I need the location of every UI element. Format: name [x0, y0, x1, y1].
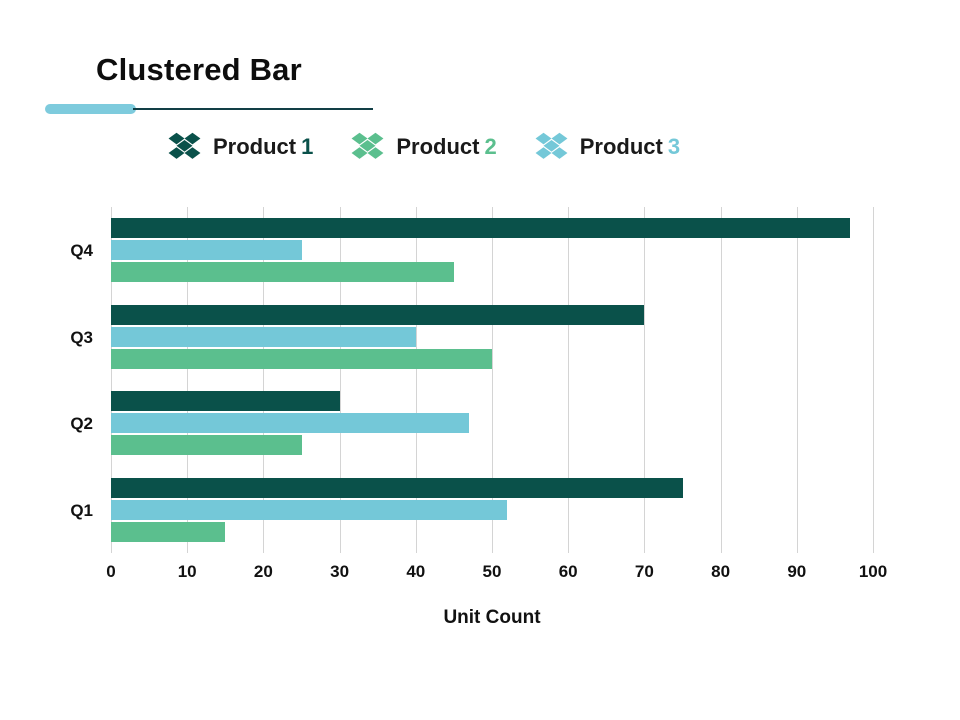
x-tick-label: 90 — [787, 562, 807, 581]
divider-line — [133, 108, 373, 110]
bar-q1-product-2[interactable] — [111, 521, 226, 542]
gridline — [415, 207, 417, 553]
x-tick-label: 0 — [106, 562, 116, 581]
bar-q4-product-3[interactable] — [111, 240, 302, 261]
plot-area: Q4 Q3 Q2 Q1 — [70, 207, 874, 553]
gridline — [568, 207, 570, 553]
gridline — [111, 207, 112, 553]
page-title: Clustered Bar — [96, 52, 302, 87]
category-label: Q3 — [70, 327, 93, 347]
x-tick-label: 50 — [482, 562, 502, 581]
x-tick-label: 80 — [711, 562, 731, 581]
x-tick-label: 60 — [558, 562, 578, 581]
gridline — [873, 207, 874, 553]
bar-q4-product-1[interactable] — [111, 218, 851, 239]
x-axis-title: Unit Count — [443, 607, 541, 628]
bar-q2-product-2[interactable] — [111, 435, 302, 456]
x-tick-label: 70 — [634, 562, 654, 581]
legend-item-number: 3 — [667, 133, 681, 159]
category-label: Q4 — [70, 241, 93, 261]
x-tick-label: 30 — [330, 562, 350, 581]
legend-item-number: 2 — [484, 133, 497, 159]
legend-item-label: Product 2 — [396, 133, 497, 159]
divider-accent-bar — [45, 104, 136, 114]
bar-cluster-q3: Q3 — [70, 304, 873, 369]
bar-cluster-q2: Q2 — [70, 391, 873, 456]
bar-q3-product-1[interactable] — [111, 304, 645, 325]
gridline — [796, 207, 798, 553]
bar-q3-product-3[interactable] — [111, 326, 416, 347]
dropbox-icon — [351, 132, 384, 159]
gridline — [644, 207, 646, 553]
gridline — [263, 207, 265, 553]
category-label: Q2 — [70, 414, 93, 434]
legend-item-1[interactable]: Product 1 — [168, 132, 313, 161]
gridline — [720, 207, 722, 553]
legend-item-3[interactable]: Product 3 — [535, 132, 680, 161]
bar-q1-product-3[interactable] — [111, 499, 508, 520]
gridline — [187, 207, 189, 553]
legend-item-number: 1 — [301, 133, 314, 159]
bar-q2-product-3[interactable] — [111, 413, 470, 434]
bar-cluster-q1: Q1 — [70, 477, 873, 542]
title-divider — [45, 104, 373, 114]
gridline — [492, 207, 493, 553]
category-label: Q1 — [70, 500, 93, 520]
legend-item-2[interactable]: Product 2 — [351, 132, 497, 161]
dropbox-icon — [535, 132, 568, 159]
gridline — [339, 207, 341, 553]
x-tick-label: 10 — [177, 562, 197, 581]
chart-legend: Product 1 Product 2 Product 3 — [168, 132, 680, 161]
legend-item-label: Product 3 — [579, 133, 681, 159]
bar-cluster-q4: Q4 — [70, 218, 873, 283]
dropbox-icon — [168, 132, 201, 159]
x-tick-label: 20 — [253, 562, 273, 581]
legend-item-label: Product 1 — [213, 133, 314, 159]
bar-q4-product-2[interactable] — [111, 262, 454, 283]
bar-q2-product-1[interactable] — [111, 391, 340, 412]
bar-q3-product-2[interactable] — [111, 348, 492, 369]
bar-q1-product-1[interactable] — [111, 477, 683, 498]
x-tick-label: 40 — [406, 562, 426, 581]
x-tick-label: 100 — [858, 562, 888, 581]
